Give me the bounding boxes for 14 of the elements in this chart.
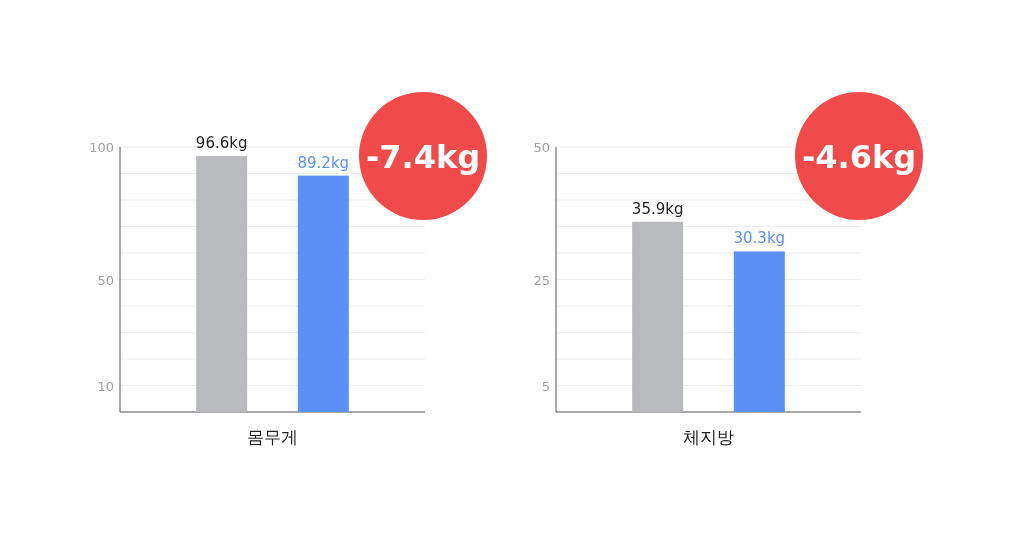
annotation: -4.6kg: [801, 138, 917, 176]
y-tick-label: 25: [533, 272, 550, 288]
y-tick-label: 100: [89, 140, 114, 155]
x-axis-title: 몸무게: [247, 427, 298, 447]
y-tick-label: 50: [533, 140, 550, 155]
y-tick-label: 50: [97, 272, 114, 288]
x-axis-title: 체지방: [683, 427, 734, 447]
data-label: 89.2kg: [297, 153, 350, 172]
y-tick-label: 10: [97, 378, 114, 394]
data-label: 35.9kg: [631, 199, 684, 218]
annotation: -7.4kg: [365, 138, 481, 176]
data-label: 96.6kg: [195, 134, 248, 153]
y-tick-label: 5: [541, 378, 550, 394]
data-label: 30.3kg: [733, 229, 786, 248]
